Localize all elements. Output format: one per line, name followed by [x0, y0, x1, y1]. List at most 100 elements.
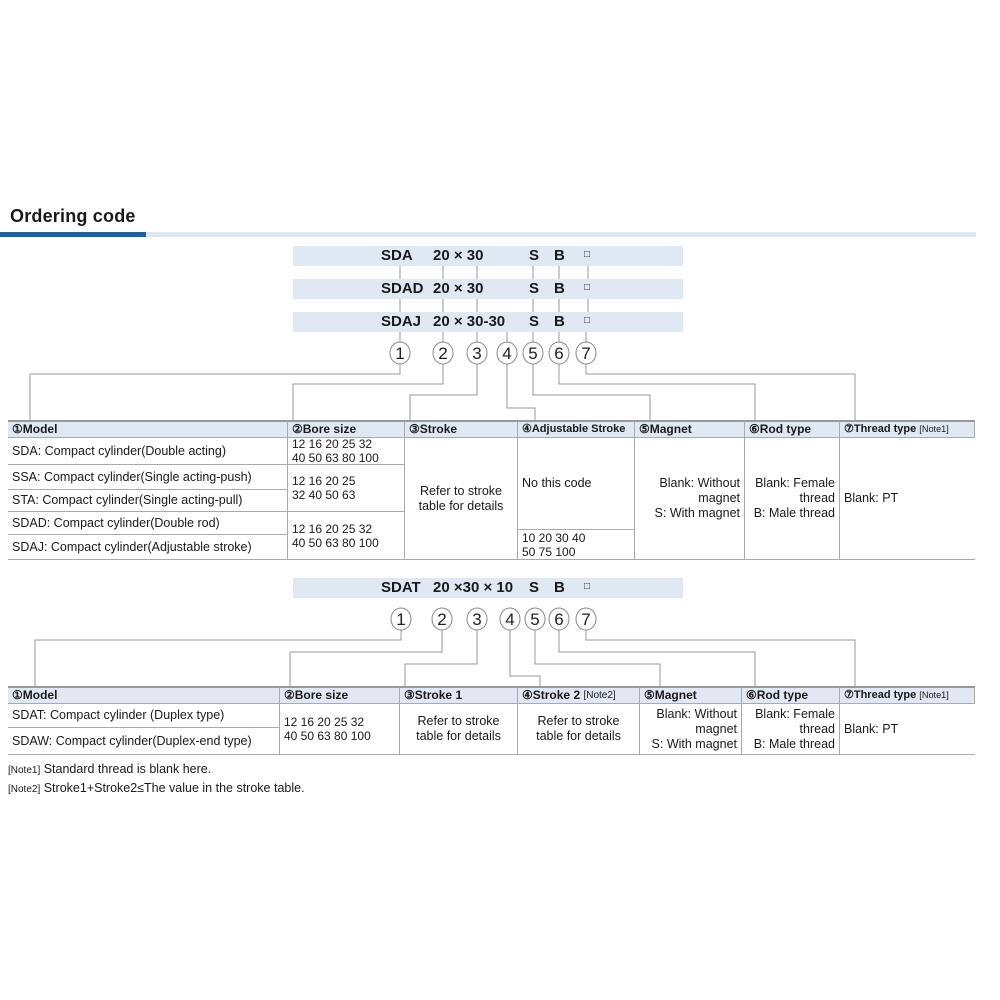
bore-cell: 12 16 20 25 32 40 50 63: [288, 465, 405, 512]
circle-label: 1: [396, 610, 405, 629]
model-row: SDAT: Compact cylinder (Duplex type): [8, 704, 280, 728]
circle-label: 3: [472, 344, 481, 363]
code-size: 20 × 30-30: [433, 313, 506, 330]
header-stroke-1: ③Stroke 1: [400, 686, 518, 704]
section-title: Ordering code: [10, 206, 136, 226]
circle-1: [389, 341, 411, 365]
header-stroke: ③Stroke: [405, 420, 518, 438]
circle-label: 4: [502, 344, 511, 363]
code-magnet: S: [529, 280, 540, 297]
code-thread-box: □: [584, 282, 591, 293]
header-bore: ②Bore size: [288, 420, 405, 438]
circle-label: 2: [437, 610, 446, 629]
model-row: SDAW: Compact cylinder(Duplex-end type): [8, 728, 280, 755]
thread-type-cell: Blank: PT: [840, 438, 975, 560]
bore-cell: 12 16 20 25 32 40 50 63 80 100: [288, 512, 405, 560]
stroke-1-cell: Refer to stroke table for details: [400, 704, 518, 755]
circle-4b: [499, 607, 521, 631]
title-underline-accent: [0, 232, 146, 237]
code-size: 20 ×30 × 10: [433, 579, 514, 596]
code-rod: B: [554, 579, 565, 596]
circle-6: [548, 341, 570, 365]
circle-label: 1: [395, 344, 404, 363]
header-model: ①Model: [8, 420, 288, 438]
code-rod: B: [554, 280, 565, 297]
stroke-cell: Refer to stroke table for details: [405, 438, 518, 560]
code-model: SDAT: [381, 579, 421, 596]
circle-5: [522, 341, 544, 365]
adjustable-stroke-cell: No this code: [518, 438, 635, 530]
note-tag: [Note1]: [8, 765, 41, 776]
circle-label: 7: [581, 344, 590, 363]
header-thread-label: ⑦Thread type: [844, 423, 917, 435]
code-magnet: S: [529, 313, 540, 330]
note-1: [Note1] Standard thread is blank here.: [8, 762, 211, 776]
circle-label: 5: [528, 344, 537, 363]
code-model: SDA: [381, 247, 413, 264]
header-adjustable-stroke: ④Adjustable Stroke: [518, 420, 635, 438]
code-size: 20 × 30: [433, 247, 484, 264]
circle-7: [575, 341, 597, 365]
circle-6b: [548, 607, 570, 631]
code-bar-sdad: SDAD 20 × 30 S B □: [293, 279, 683, 299]
model-row: STA: Compact cylinder(Single acting-pull…: [8, 490, 288, 512]
code-bar-sdaj: SDAJ 20 × 30-30 S B □: [293, 312, 683, 332]
header-stroke-2-label: ④Stroke 2: [522, 688, 581, 702]
circle-label: 3: [472, 610, 481, 629]
magnet-cell: Blank: Without magnet S: With magnet: [635, 438, 745, 560]
code-model: SDAD: [381, 280, 424, 297]
header-rod-type: ⑥Rod type: [745, 420, 840, 438]
header-rod-type: ⑥Rod type: [742, 686, 840, 704]
circle-4: [496, 341, 518, 365]
bore-cell: 12 16 20 25 32 40 50 63 80 100: [288, 437, 405, 465]
code-bar-sdat: SDAT 20 ×30 × 10 S B □: [293, 578, 683, 598]
circle-1b: [390, 607, 412, 631]
circle-label: 7: [581, 610, 590, 629]
code-bar-sda: SDA 20 × 30 S B □: [293, 246, 683, 266]
code-thread-box: □: [584, 249, 591, 260]
header-thread-label: ⑦Thread type: [844, 689, 917, 701]
circle-2b: [431, 607, 453, 631]
rod-type-cell: Blank: Female thread B: Male thread: [745, 438, 840, 560]
circle-5b: [524, 607, 546, 631]
circle-2: [432, 341, 454, 365]
header-magnet: ⑤Magnet: [635, 420, 745, 438]
code-model: SDAJ: [381, 313, 422, 330]
model-row: SSA: Compact cylinder(Single acting-push…: [8, 465, 288, 490]
code-thread-box: □: [584, 581, 591, 592]
note-ref: [Note2]: [583, 690, 616, 701]
circle-label: 6: [554, 610, 563, 629]
note-text: Standard thread is blank here.: [40, 762, 212, 776]
circle-3b: [466, 607, 488, 631]
note-tag: [Note2]: [8, 784, 41, 795]
circle-7b: [575, 607, 597, 631]
circle-label: 2: [438, 344, 447, 363]
thread-type-cell: Blank: PT: [840, 704, 975, 755]
rod-type-cell: Blank: Female thread B: Male thread: [742, 704, 840, 755]
stroke-2-cell: Refer to stroke table for details: [518, 704, 640, 755]
magnet-cell: Blank: Without magnet S: With magnet: [640, 704, 742, 755]
header-bore: ②Bore size: [280, 686, 400, 704]
circle-label: 4: [505, 610, 514, 629]
note-2: [Note2] Stroke1+Stroke2≤The value in the…: [8, 781, 305, 795]
header-magnet: ⑤Magnet: [640, 686, 742, 704]
bore-cell: 12 16 20 25 32 40 50 63 80 100: [280, 704, 400, 755]
circle-label: 6: [554, 344, 563, 363]
note-text: Stroke1+Stroke2≤The value in the stroke …: [40, 781, 305, 795]
title-underline: [146, 232, 976, 237]
note-ref: [Note1]: [919, 424, 949, 434]
header-thread-type: ⑦Thread type [Note1]: [840, 686, 975, 704]
adjustable-stroke-values: 10 20 30 40 50 75 100: [518, 530, 635, 560]
header-model: ①Model: [8, 686, 280, 704]
code-thread-box: □: [584, 315, 591, 326]
code-rod: B: [554, 247, 565, 264]
header-stroke-2: ④Stroke 2 [Note2]: [518, 686, 640, 704]
code-rod: B: [554, 313, 565, 330]
note-ref: [Note1]: [919, 690, 949, 700]
code-magnet: S: [529, 247, 540, 264]
model-row: SDAD: Compact cylinder(Double rod): [8, 512, 288, 535]
model-row: SDAJ: Compact cylinder(Adjustable stroke…: [8, 535, 288, 560]
connector-lines: [29, 266, 856, 686]
